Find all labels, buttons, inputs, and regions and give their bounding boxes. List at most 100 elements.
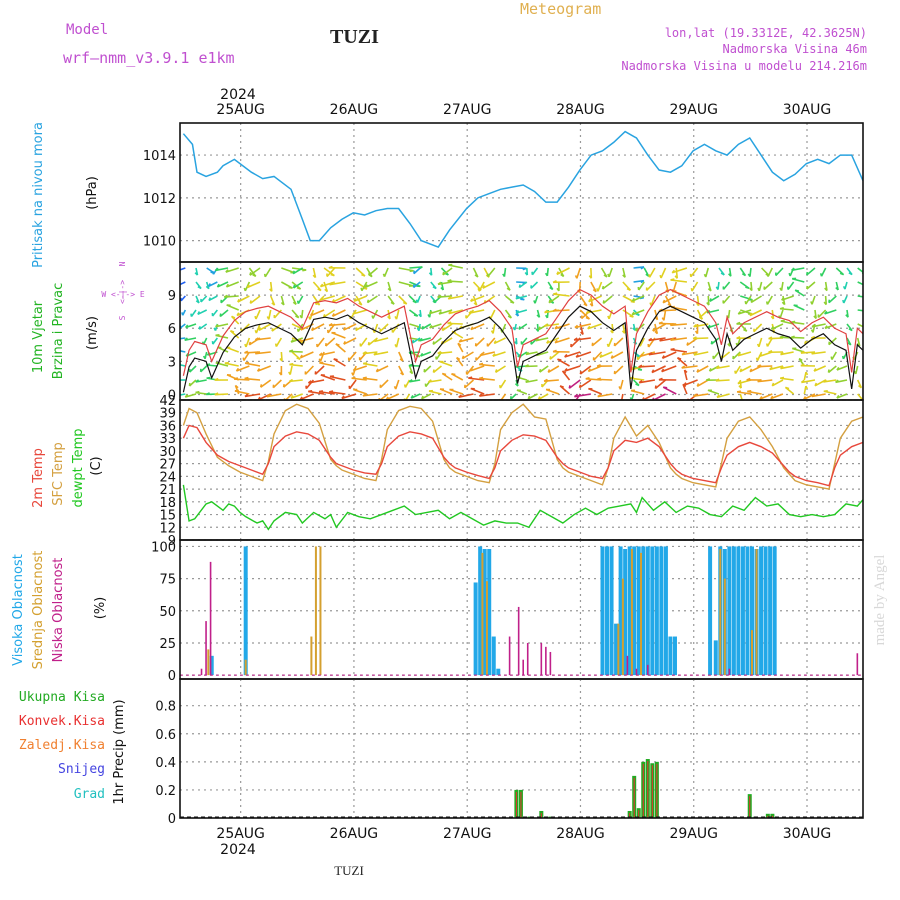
wind-arrow [811,393,826,398]
wind-arrow-head [694,330,699,335]
wind-arrow-head [468,376,473,379]
wind-arrow [219,309,229,318]
wind-arrow-head [416,327,420,332]
wind-arrow [437,351,453,355]
wind-arrow-head [514,341,518,345]
wind-arrow [269,281,273,292]
wind-arrow [300,393,314,400]
high-cloud-bar [487,549,492,676]
wind-arrow-head [728,273,732,277]
pressure-line [182,130,863,248]
wind-arrow [691,281,699,292]
wind-arrow [854,365,859,375]
wind-arrow [310,309,325,317]
wind-arrow [620,393,624,400]
wind-arrow [530,281,539,289]
wind-arrow-head [591,342,594,346]
wind-arrow-head [800,379,805,384]
wind-arrow [791,267,805,272]
wind-arrow-head [420,352,424,357]
wind-arrow [341,393,357,400]
wind-arrow [587,323,602,330]
wind-arrow [696,365,709,373]
wind-arrow-head [205,285,210,290]
panel-pressure: 1010 1012 1014 [143,122,864,263]
wind-arrow-head [847,342,852,346]
wind-arrow [693,393,709,398]
wind-arrow-head [822,379,827,383]
wind-arrow [803,385,807,395]
wind-arrow [475,351,485,361]
wind-arrow-head [559,385,564,388]
wind-arrow-head [768,350,773,353]
wind-arrow-head [853,370,857,375]
wind-arrow-head [195,300,200,304]
wind-arrow-head [765,343,769,347]
wind-arrow-head [352,311,356,315]
bottom-date-label: 27AUG [443,826,492,842]
wind-arrow [298,337,314,343]
wind-arrow [775,267,784,277]
legend-mid-cloud: Srednja Oblacnost [31,551,46,670]
wind-arrow [493,337,506,345]
wind-arrow [441,323,453,332]
wind-arrow-head [645,273,650,277]
high-cloud-bar [641,546,646,676]
wind-arrow [361,281,368,292]
y-tick-label: 15 [159,509,176,524]
wind-arrow [353,295,368,303]
wind-arrow-head [214,267,219,272]
wind-arrow-head [845,314,849,318]
wind-arrow-head [553,292,558,295]
wind-arrow [530,337,539,345]
wind-arrow [291,267,307,271]
wind-arrow-head [432,341,435,345]
y-tick-label: 25 [159,637,176,652]
high-cloud-bar [740,546,745,676]
wind-arrow [578,281,581,293]
wind-arrow [247,281,261,289]
wind-arrow-head [479,352,484,357]
wind-arrow-head [408,379,413,383]
wind-arrow-head [585,316,590,320]
mid-cloud-bar [639,552,642,676]
wind-arrow [648,351,666,356]
wind-arrow [638,365,655,368]
wind-arrow-head [674,275,678,279]
wind-arrow-head [499,384,502,389]
wind-arrow [479,351,496,357]
wind-arrow-head [716,394,720,398]
wind-arrow-head [258,327,262,331]
wind-arrow-head [603,274,608,278]
wind-arrow-head [307,380,312,384]
wind-arrow-head [427,379,432,383]
wind-arrow-head [585,376,590,380]
wind-arrow [690,267,699,278]
wind-arrow-head [670,348,675,351]
wind-arrow [739,393,743,400]
wind-arrow [753,323,763,333]
wind-arrow-head [669,322,674,327]
conv-precip-bar [629,812,631,818]
wind-arrow [465,309,475,319]
wind-arrow-head [296,286,301,290]
wind-arrow-head [705,377,711,381]
legend-snow: Snijeg [58,762,105,777]
wind-arrow-head [237,298,240,303]
high-cloud-bar [600,546,605,676]
legend-conv-precip: Konvek.Kisa [19,714,105,729]
wind-arrow [304,365,314,375]
low-cloud-bar [508,636,511,676]
wind-arrow-head [428,310,433,315]
wind-arrow [503,267,507,277]
wind-arrow-head [432,286,437,290]
wind-arrow-head [308,316,311,320]
wind-arrow [518,281,528,289]
wind-arrow-head [648,337,653,342]
wind-arrow-head [770,395,774,400]
wind-arrow-head [824,287,828,292]
wind-arrow-head [610,355,614,359]
y-tick-label: 1010 [143,235,176,250]
high-cloud-bar [772,546,777,676]
wind-arrow [329,375,346,381]
